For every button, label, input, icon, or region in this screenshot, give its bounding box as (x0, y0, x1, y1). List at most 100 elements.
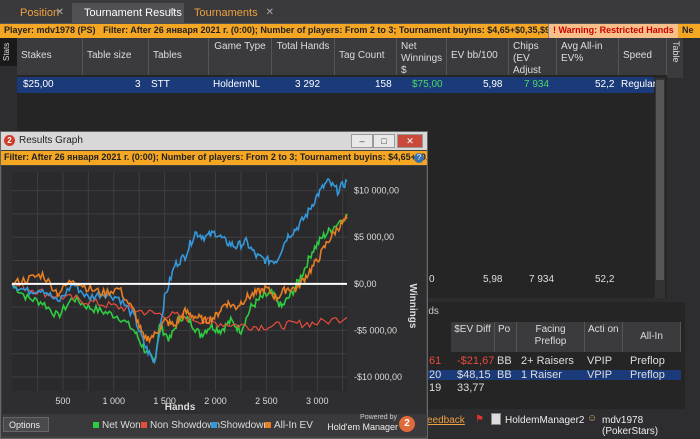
maximize-button[interactable]: □ (373, 134, 395, 148)
cell: -$21,67 (457, 355, 495, 367)
col-speed[interactable]: Speed (619, 38, 667, 75)
tab-label: Tournament Results (84, 7, 182, 19)
cell-ev-bb100: 5,98 (483, 79, 503, 90)
warning-text: Warning: Restricted Hands (558, 25, 674, 35)
tab-tournament-results[interactable]: Tournament Results ✕ (72, 3, 184, 24)
options-button[interactable]: Options (3, 417, 49, 432)
cell-game-type: HoldemNL (213, 79, 261, 90)
col-position[interactable]: Po (495, 322, 517, 352)
cell: 20 (429, 370, 442, 380)
cell-net-winnings: $75,00 (412, 79, 443, 90)
user-icon: ☺ (587, 413, 598, 424)
close-button[interactable]: ✕ (397, 134, 423, 148)
legend-label: All-In EV (274, 420, 313, 431)
filter-text: Filter: After 26 января 2021 г. (0:00); … (103, 25, 649, 35)
graph-filter-bar[interactable]: Filter: After 26 января 2021 г. (0:00); … (1, 151, 427, 165)
cell: Preflop (630, 370, 665, 380)
close-icon[interactable]: ✕ (167, 7, 176, 18)
warning-badge[interactable]: ! Warning: Restricted Hands Ne (548, 24, 694, 38)
brand-logo-icon: 2 (399, 416, 415, 432)
window-title-bar[interactable]: 2 Results Graph – □ ✕ (1, 132, 427, 150)
chart-legend: Options Net Won Non Showdown Showdown Al… (1, 414, 427, 436)
player-label: Player: mdv1978 (PS) (4, 25, 96, 35)
col-avg-allin-ev[interactable]: Avg All-in EV% (557, 38, 619, 75)
tab-label: Tournaments (194, 7, 258, 19)
col-tables[interactable]: Tables (149, 38, 209, 75)
y-tick-label: $5 000,00 (354, 232, 394, 242)
results-chart: $10 000,00 $5 000,00 $0,00 -$5 000,00 -$10 0… (2, 166, 426, 424)
x-tick-label: 500 (55, 396, 70, 406)
col-all-in[interactable]: All-In (623, 322, 681, 352)
summary-value: 7 934 (529, 274, 555, 285)
filter-bar[interactable]: Player: mdv1978 (PS) Filter: After 26 ян… (0, 24, 700, 38)
x-tick-label: 1 000 (102, 396, 125, 406)
cell: $48,15 (457, 370, 491, 380)
tab-tournaments[interactable]: Tournaments ✕ (184, 3, 282, 24)
col-total-hands[interactable]: Total Hands (272, 38, 335, 75)
cell: BB (497, 370, 512, 380)
results-graph-window: 2 Results Graph – □ ✕ Filter: After 26 я… (0, 131, 428, 439)
col-ev-bb100[interactable]: EV bb/100 (447, 38, 509, 75)
window-title: Results Graph (19, 135, 83, 146)
legend-all-in-ev[interactable]: All-In EV (265, 420, 313, 431)
tab-label: Position (20, 7, 60, 19)
table-row[interactable]: 19 33,77 (425, 380, 681, 394)
hm-logo-icon: 2 (4, 135, 15, 146)
summary-value: 52,2 (595, 274, 615, 285)
legend-label: Non Showdown (150, 420, 221, 431)
stats-side-tab[interactable]: Stats (0, 38, 17, 66)
col-action[interactable]: Acti on (585, 322, 623, 352)
powered-by: Powered by (360, 414, 397, 421)
table-row[interactable]: $25,00 3 STT HoldemNL 3 292 158 $75,00 5… (17, 77, 657, 93)
table-row[interactable]: 61 -$21,67 BB 2+ Raisers VPIP Preflop (425, 353, 681, 367)
col-table-size[interactable]: Table size (83, 38, 149, 75)
table-row[interactable]: 20 $48,15 BB 1 Raiser VPIP Preflop (425, 370, 681, 380)
summary-value: 5,98 (483, 274, 503, 285)
col-net-winnings[interactable]: Net Winnings $ (397, 38, 447, 76)
help-icon[interactable]: ? (414, 153, 424, 163)
y-tick-label: $0,00 (354, 279, 377, 289)
cell-speed: Regular (621, 79, 657, 90)
tab-bar: Position ✕ Tournament Results ✕ Tournament… (0, 0, 700, 24)
cell-stakes: $25,00 (23, 79, 54, 90)
series-line-showdown (11, 178, 348, 363)
y-tick-label: $10 000,00 (354, 186, 399, 196)
summary-row: 0 5,98 7 934 52,2 (425, 272, 657, 286)
tab-position[interactable]: Position ✕ (2, 3, 72, 24)
series-line-non-showdown (11, 281, 348, 332)
col-facing-preflop[interactable]: Facing Preflop (517, 322, 585, 352)
cell-avg-allin-ev: 52,2 (595, 79, 615, 90)
x-tick-label: 2 500 (255, 396, 278, 406)
close-icon[interactable]: ✕ (55, 7, 64, 18)
x-tick-label: 3 000 (306, 396, 329, 406)
legend-net-won[interactable]: Net Won (93, 420, 141, 431)
grid-scrollbar[interactable] (655, 78, 665, 298)
status-bar: eedback ⚑ HoldemManager2 ☺ mdv1978 (Poke… (425, 409, 700, 439)
minimize-button[interactable]: – (351, 134, 373, 148)
flag-icon: ⚑ (475, 414, 484, 425)
app-name[interactable]: HoldemManager2 (505, 415, 585, 426)
scrollbar-thumb[interactable] (656, 80, 664, 280)
cell: 1 Raiser (521, 370, 562, 380)
x-tick-label: 1 500 (153, 396, 176, 406)
legend-non-showdown[interactable]: Non Showdown (141, 420, 220, 431)
col-chips-ev[interactable]: Chips (EV Adjust (509, 38, 557, 76)
cell: 33,77 (457, 382, 485, 394)
col-ev-diff[interactable]: $EV Diff (451, 322, 495, 352)
feedback-link[interactable]: eedback (427, 415, 465, 426)
user-name[interactable]: mdv1978 (PokerStars) (602, 415, 659, 437)
col-stakes[interactable]: Stakes (17, 38, 83, 75)
cell: VPIP (587, 370, 613, 380)
cell-total-hands: 3 292 (295, 79, 321, 90)
col-game-type[interactable]: Game Type (209, 38, 272, 75)
database-icon (491, 413, 501, 425)
y-axis-label: Winnings (407, 284, 418, 329)
cell: 61 (429, 355, 442, 367)
close-icon[interactable]: ✕ (265, 7, 274, 18)
table-side-tab[interactable]: Table (667, 38, 683, 78)
summary-value: 0 (429, 274, 435, 285)
col-tag-count[interactable]: Tag Count (335, 38, 397, 75)
legend-showdown[interactable]: Showdown (211, 420, 269, 431)
brand-name: Hold'em Manager (327, 422, 398, 432)
hands-panel: rds $EV Diff Po Facing Preflop Acti on A… (425, 302, 685, 412)
